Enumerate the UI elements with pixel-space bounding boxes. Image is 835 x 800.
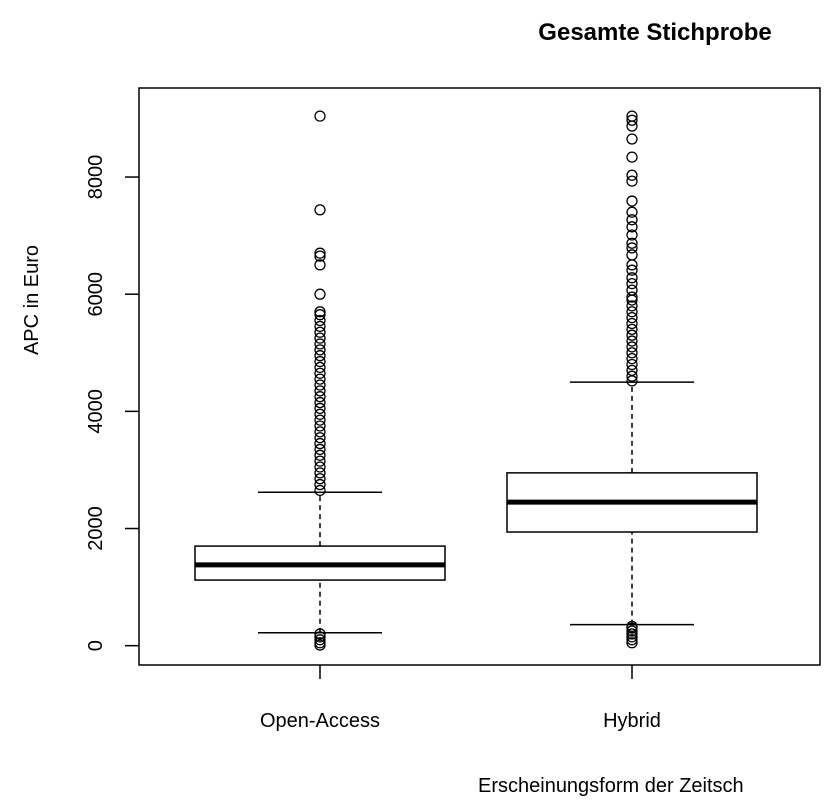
- outlier: [626, 311, 638, 324]
- outlier: [314, 338, 326, 350]
- outlier: [314, 259, 326, 271]
- outlier: [626, 300, 638, 312]
- outlier: [314, 326, 326, 338]
- outlier: [314, 250, 326, 262]
- outlier: [626, 625, 638, 637]
- outlier: [626, 352, 638, 365]
- outlier: [626, 364, 638, 376]
- outlier: [314, 634, 326, 646]
- outlier: [314, 355, 326, 368]
- plot-frame: [138, 87, 821, 666]
- outlier: [314, 350, 326, 362]
- outlier: [626, 175, 638, 187]
- outlier: [626, 272, 638, 284]
- outlier: [314, 631, 326, 643]
- y-tick-label: 6000: [85, 272, 107, 317]
- outlier: [626, 242, 638, 254]
- outlier: [314, 110, 326, 122]
- outlier: [314, 455, 326, 467]
- outlier: [314, 379, 326, 391]
- outlier: [626, 634, 638, 646]
- outlier: [626, 214, 638, 226]
- outlier: [626, 278, 638, 290]
- outlier: [314, 396, 326, 409]
- chart-title: Gesamte Stichprobe: [538, 19, 771, 46]
- outlier: [314, 473, 326, 485]
- outlier: [626, 358, 638, 371]
- outlier: [314, 361, 326, 374]
- outlier: [626, 229, 638, 241]
- outlier: [626, 249, 638, 261]
- outlier: [626, 284, 638, 296]
- y-tick-label: 8000: [85, 155, 107, 200]
- outlier: [626, 169, 638, 181]
- outlier: [626, 110, 638, 122]
- outlier: [314, 385, 326, 397]
- x-tick-label: Hybrid: [603, 710, 661, 732]
- outlier: [314, 637, 326, 649]
- outlier: [626, 370, 638, 382]
- y-tick-label: 4000: [85, 389, 107, 434]
- outlier: [626, 306, 638, 318]
- outlier: [626, 133, 638, 145]
- outlier: [626, 620, 638, 632]
- outlier: [626, 120, 638, 132]
- outlier: [314, 432, 326, 444]
- outlier: [314, 402, 326, 415]
- y-tick-label: 2000: [85, 506, 107, 551]
- outlier: [314, 420, 326, 432]
- outlier: [314, 306, 326, 318]
- outlier: [626, 151, 638, 163]
- outlier: [314, 320, 326, 333]
- outlier: [626, 323, 638, 335]
- outlier: [626, 195, 638, 207]
- outlier: [314, 309, 326, 321]
- outlier: [314, 332, 326, 344]
- y-axis-label: APC in Euro: [21, 245, 43, 355]
- outlier: [314, 484, 326, 497]
- outlier: [314, 467, 326, 479]
- outlier: [314, 628, 326, 640]
- outlier: [626, 628, 638, 640]
- outlier: [626, 206, 638, 218]
- outlier: [314, 344, 326, 356]
- outlier: [626, 114, 638, 126]
- outlier: [314, 367, 326, 379]
- x-tick-label: Open-Access: [260, 710, 380, 732]
- outlier: [314, 204, 326, 216]
- outlier: [314, 391, 326, 403]
- outlier: [626, 335, 638, 347]
- outlier: [314, 443, 326, 456]
- outlier: [314, 373, 326, 385]
- y-tick-label: 0: [85, 640, 107, 651]
- outlier: [626, 637, 638, 649]
- outlier: [314, 437, 326, 450]
- outlier: [626, 347, 638, 359]
- x-axis-label: Erscheinungsform der Zeitsch: [478, 775, 744, 797]
- outlier: [314, 288, 326, 300]
- outlier: [626, 341, 638, 353]
- outlier: [314, 314, 326, 327]
- outlier: [314, 408, 326, 420]
- outlier: [314, 247, 326, 259]
- outlier: [626, 329, 638, 341]
- outlier: [314, 426, 326, 438]
- outlier: [626, 221, 638, 233]
- outlier: [626, 237, 638, 249]
- outlier: [626, 264, 638, 276]
- outlier: [626, 291, 638, 303]
- outlier: [314, 449, 326, 461]
- outlier: [314, 461, 326, 473]
- outlier: [314, 478, 326, 491]
- outlier: [626, 317, 638, 330]
- outlier: [314, 414, 326, 426]
